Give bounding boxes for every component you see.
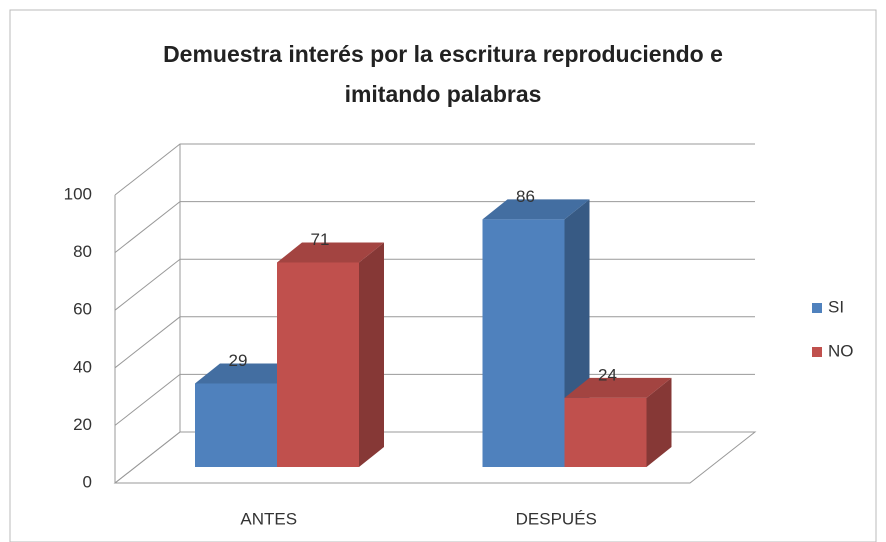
y-tick-label: 80 — [73, 242, 92, 261]
data-label: 24 — [598, 365, 617, 384]
y-tick-label: 40 — [73, 357, 92, 376]
bar-front — [195, 383, 277, 467]
bar-top — [195, 363, 302, 384]
legend-swatch — [812, 347, 822, 357]
grid-line — [114, 143, 755, 196]
x-tick-label: ANTES — [240, 509, 297, 528]
bar-top — [277, 242, 384, 263]
x-tick-label: DESPUÉS — [516, 509, 597, 528]
legend-swatch — [812, 303, 822, 313]
y-tick-label: 60 — [73, 300, 92, 319]
y-tick-label: 0 — [83, 472, 92, 491]
chart-border — [9, 9, 877, 542]
chart-title: Demuestra interés por la escritura repro… — [163, 41, 723, 107]
y-tick-label: 100 — [64, 184, 92, 203]
bar-side — [646, 377, 672, 467]
bar-front — [277, 262, 359, 467]
data-label: 29 — [229, 351, 248, 370]
bar — [277, 242, 384, 467]
bar-front — [564, 397, 647, 467]
legend-label: SI — [828, 297, 844, 316]
bar-top — [564, 377, 672, 398]
data-label: 71 — [311, 230, 330, 249]
y-tick-label: 20 — [73, 415, 92, 434]
bar-top — [482, 199, 590, 220]
bar-side — [359, 242, 384, 467]
legend-label: NO — [828, 341, 854, 360]
data-label: 86 — [516, 187, 535, 206]
bar — [564, 377, 672, 467]
bar-front — [482, 219, 565, 467]
